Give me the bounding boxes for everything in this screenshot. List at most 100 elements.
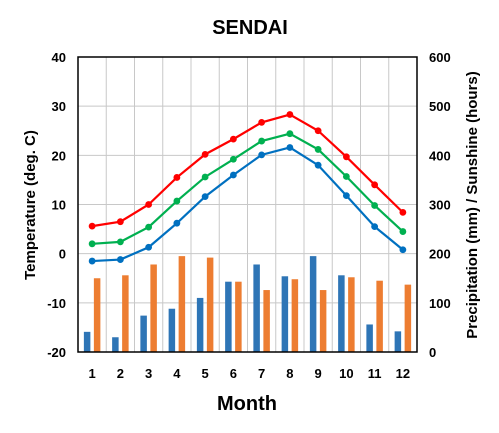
point-series-1-month-1 [88,222,96,230]
x-tick-label: 1 [89,366,96,381]
y-right-tick-label: 400 [429,148,451,163]
bar-series-2-month-6 [235,281,242,352]
point-series-2-month-3 [145,223,153,231]
x-tick-label: 5 [202,366,209,381]
point-series-3-month-12 [399,246,407,254]
y-right-tick-label: 200 [429,247,451,262]
bar-series-1-month-4 [168,308,176,352]
point-series-3-month-1 [88,257,96,265]
bar-series-2-month-7 [263,290,270,352]
point-series-2-month-12 [399,228,407,235]
point-series-3-month-2 [116,256,124,263]
x-tick-label: 6 [230,366,237,381]
bar-series-1-month-1 [83,331,91,352]
point-series-3-month-8 [286,144,294,151]
y-axis-right-title: Precipitation (mm) / Sunshine (hours) [464,71,481,339]
bar-series-1-month-7 [253,264,260,352]
x-tick-label: 4 [173,366,181,381]
bar-series-2-month-2 [122,275,129,352]
bar-series-1-month-12 [394,331,402,352]
y-right-tick-label: 300 [429,198,451,213]
point-series-1-month-4 [173,174,181,181]
point-series-2-month-4 [173,197,181,205]
y-left-tick-label: 40 [52,50,66,65]
bar-series-1-month-9 [309,256,317,352]
y-right-tick-label: 0 [429,345,436,360]
point-series-2-month-10 [342,173,350,180]
bar-series-1-month-10 [338,275,345,352]
point-series-1-month-7 [258,118,266,126]
point-series-1-month-6 [229,135,237,143]
point-series-1-month-9 [314,127,322,135]
point-series-3-month-3 [145,243,153,251]
line-series-1 [91,113,404,228]
bar-series-1-month-3 [140,315,147,352]
plot-frame [77,56,418,353]
chart-title: SENDAI [212,17,288,39]
point-series-1-month-5 [201,150,209,158]
point-series-2-month-1 [88,240,96,248]
y-right-tick-label: 500 [429,99,451,114]
point-series-2-month-9 [314,146,322,153]
point-series-1-month-3 [145,201,153,208]
point-series-2-month-11 [371,202,379,209]
y-left-tick-label: 10 [52,198,66,213]
bar-series-1-month-11 [366,324,373,352]
x-tick-label: 12 [396,366,410,381]
point-series-1-month-8 [286,111,294,118]
bar-series-1-month-5 [196,297,204,352]
line-series-3 [92,146,404,263]
bar-series-2-month-12 [404,284,412,352]
bar-series-2-month-5 [206,257,214,352]
lines [88,111,407,265]
bar-series-2-month-3 [150,264,157,352]
point-series-2-month-6 [229,155,237,163]
y-left-tick-label: 0 [59,247,66,262]
x-tick-label: 8 [286,366,293,381]
point-series-3-month-7 [258,151,266,159]
bar-series-1-month-6 [225,281,232,352]
bars [83,256,412,352]
bar-series-2-month-9 [319,290,327,352]
bar-series-2-month-11 [376,280,383,352]
bar-series-1-month-8 [281,276,289,352]
point-series-3-month-6 [229,171,237,179]
bar-series-2-month-10 [348,277,355,352]
y-right-tick-label: 100 [429,296,451,311]
point-series-1-month-12 [399,208,407,216]
y-left-tick-label: -10 [47,296,66,311]
y-axis-left-title: Temperature (deg. C) [22,130,39,280]
point-series-3-month-9 [314,161,322,169]
y-left-tick-label: 20 [52,148,66,163]
point-series-3-month-10 [342,192,350,200]
x-tick-label: 10 [339,366,353,381]
bar-series-2-month-1 [93,278,101,352]
x-axis-title: Month [217,393,277,415]
gridlines [78,56,417,353]
y-left-tick-label: 30 [52,99,66,114]
point-series-2-month-2 [116,238,124,246]
y-right-tick-label: 600 [429,50,451,65]
bar-series-2-month-8 [291,279,299,352]
point-series-1-month-2 [116,218,124,226]
point-series-3-month-5 [201,193,209,201]
x-tick-label: 11 [368,366,382,381]
point-series-2-month-7 [258,137,266,145]
point-series-2-month-8 [286,130,294,138]
x-tick-label: 2 [117,366,124,381]
point-series-3-month-11 [371,223,379,231]
bar-series-2-month-4 [178,256,186,352]
x-tick-label: 9 [315,366,322,381]
x-tick-label: 3 [145,366,152,381]
point-series-1-month-10 [342,153,350,161]
point-series-3-month-4 [173,219,181,227]
point-series-2-month-5 [201,173,209,181]
point-series-1-month-11 [371,181,379,189]
x-tick-label: 7 [258,366,265,381]
line-series-2 [92,132,404,245]
bar-series-1-month-2 [112,337,119,352]
y-left-tick-label: -20 [47,345,66,360]
